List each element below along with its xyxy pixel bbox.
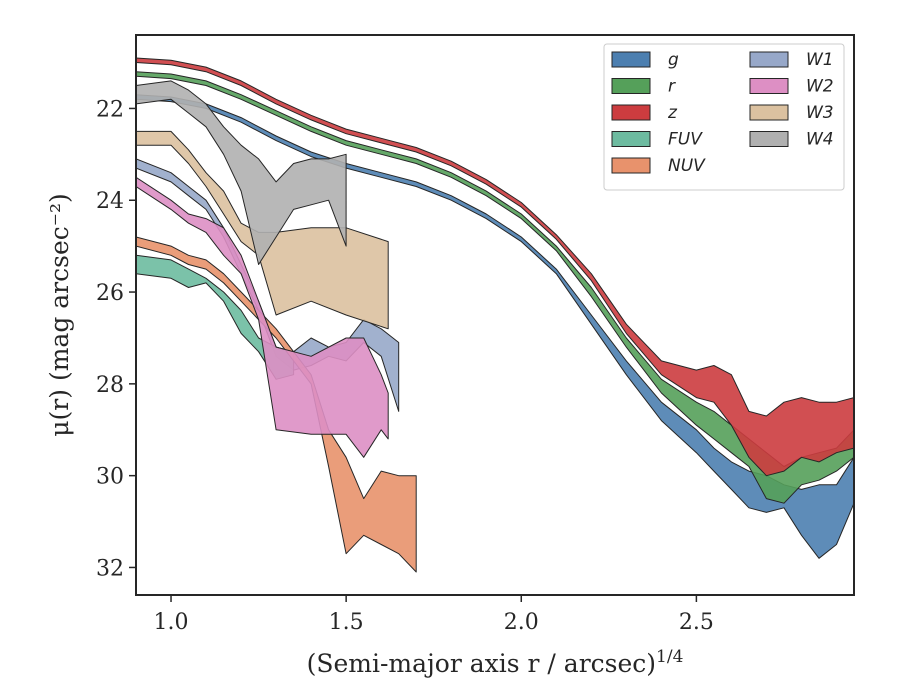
legend-swatch-r <box>611 78 651 94</box>
x-tick-label: 1.5 <box>329 610 364 635</box>
y-axis-title: μ(r) (mag arcsec⁻²) <box>45 193 74 436</box>
y-tick-label: 32 <box>96 556 124 581</box>
legend-swatch-w3 <box>749 104 789 121</box>
x-tick-label: 1.0 <box>154 610 189 635</box>
band-w4 <box>136 80 347 265</box>
legend-swatch-w1 <box>749 51 789 68</box>
legend-swatch-z <box>611 104 651 121</box>
legend: grz FUV NUV W1 W2 W3 W4 <box>603 43 845 191</box>
y-tick-label: 30 <box>96 465 124 490</box>
legend-swatch-w4 <box>749 131 789 147</box>
band-z <box>136 57 854 477</box>
legend-swatch-nuv <box>611 157 651 174</box>
band-r <box>136 71 854 504</box>
legend-label-g: g <box>668 50 679 70</box>
legend-label-nuv: NUV <box>668 156 706 176</box>
bands-layer <box>136 57 854 573</box>
legend-swatch-fuv <box>611 131 651 147</box>
plot-frame <box>135 34 855 596</box>
legend-label-w1: W1 <box>806 50 834 70</box>
band-w3 <box>136 130 389 330</box>
y-tick-label: 22 <box>96 97 124 122</box>
legend-label-w2: W2 <box>806 77 834 97</box>
legend-label-w3: W3 <box>806 103 834 123</box>
legend-label-fuv: FUV <box>668 130 703 150</box>
legend-label-r: r <box>668 77 676 97</box>
band-g <box>136 94 854 559</box>
y-tick-label: 24 <box>96 189 124 214</box>
legend-label-z: z <box>667 103 678 123</box>
legend-swatch-g <box>611 51 651 68</box>
y-tick-label: 28 <box>96 373 124 398</box>
x-axis-ticks: 1.0 1.5 2.0 2.5 <box>154 595 714 635</box>
legend-swatch-w2 <box>749 78 789 94</box>
x-axis-title: (Semi-major axis r / arcsec)1/4 <box>307 647 684 678</box>
y-tick-label: 26 <box>96 281 124 306</box>
band-w2 <box>136 176 389 458</box>
band-nuv <box>136 236 417 573</box>
y-axis-ticks: 22 24 26 28 30 32 <box>96 97 136 581</box>
legend-label-w4: W4 <box>806 130 834 150</box>
x-tick-label: 2.5 <box>679 610 714 635</box>
x-tick-label: 2.0 <box>504 610 539 635</box>
